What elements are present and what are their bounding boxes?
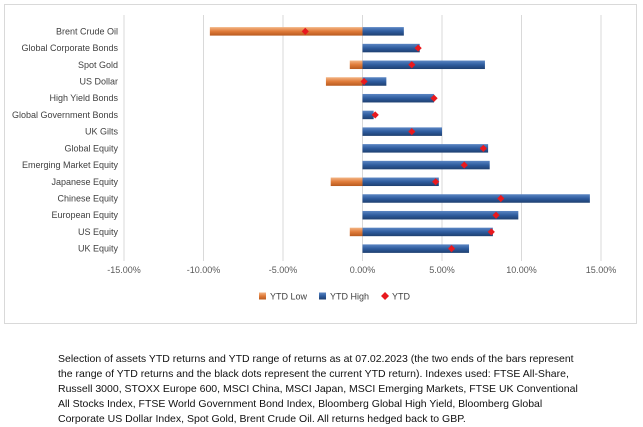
ytd-high-bar (362, 110, 374, 120)
legend: YTD Low YTD High YTD (259, 292, 411, 302)
ytd-marker (460, 161, 468, 169)
category-labels: Brent Crude Oil Global Corporate Bonds Spo… (12, 26, 119, 253)
ytd-marker (301, 27, 309, 35)
chart-caption: Selection of assets YTD returns and YTD … (58, 353, 578, 425)
ytd-high-bar (362, 210, 519, 220)
ytd-low-bar (349, 60, 363, 70)
ytd-marker (360, 77, 368, 86)
ytd-returns-chart: Brent Crude Oil Global Corporate Bonds Spo… (12, 15, 616, 302)
ytd-low-bar (349, 227, 363, 237)
bar-layer (209, 27, 590, 253)
ytd-high-bar (362, 43, 420, 53)
ytd-marker (497, 194, 505, 203)
ytd-marker (487, 228, 495, 236)
category-label: Emerging Market Equity (22, 160, 119, 170)
category-label: Global Government Bonds (12, 110, 119, 120)
x-tick-label: 5.00% (429, 265, 455, 275)
ytd-high-bar (362, 177, 439, 187)
x-tick-label: 15.00% (586, 265, 617, 275)
ytd-marker (479, 144, 487, 152)
ytd-high-bar (362, 194, 590, 203)
x-tick-labels: -15.00% -10.00% -5.00% 0.00% 5.00% 10.00% 15.0… (107, 265, 616, 275)
ytd-low-bar (325, 77, 363, 86)
ytd-high-bar (362, 127, 442, 136)
category-label: Japanese Equity (51, 177, 118, 187)
ytd-high-bar (362, 93, 435, 103)
x-tick-label: -5.00% (269, 265, 298, 275)
x-tick-label: 0.00% (350, 265, 376, 275)
category-label: High Yield Bonds (49, 93, 118, 103)
ytd-low-bar (330, 177, 363, 187)
category-label: Global Corporate Bonds (21, 43, 118, 53)
ytd-marker (408, 61, 416, 69)
category-label: Spot Gold (78, 60, 118, 70)
category-label: Global Equity (64, 143, 118, 153)
category-label: European Equity (51, 210, 118, 220)
ytd-marker (430, 94, 438, 102)
ytd-marker (492, 211, 500, 219)
ytd-high-bar (362, 60, 485, 70)
legend-swatch (259, 292, 266, 300)
legend-label: YTD High (330, 292, 369, 302)
ytd-marker (447, 245, 456, 253)
legend-swatch (319, 292, 327, 300)
ytd-marker (371, 111, 379, 119)
chart-frame: Brent Crude Oil Global Corporate Bonds Spo… (4, 4, 637, 324)
category-label: Chinese Equity (57, 194, 118, 204)
ytd-high-bar (362, 244, 470, 253)
ytd-low-bar (209, 27, 363, 36)
ytd-marker (408, 128, 416, 136)
ytd-high-bar (362, 27, 404, 36)
ytd-marker (432, 178, 440, 186)
category-label: US Equity (78, 227, 119, 237)
ytd-marker (414, 44, 422, 52)
x-tick-label: -10.00% (187, 265, 221, 275)
category-label: US Dollar (79, 77, 118, 87)
category-label: UK Equity (78, 244, 119, 254)
legend-label: YTD (392, 292, 411, 302)
legend-swatch (381, 292, 390, 300)
x-tick-label: -15.00% (107, 265, 141, 275)
category-label: UK Gilts (85, 127, 119, 137)
ytd-high-bar (362, 227, 493, 237)
marker-layer (301, 27, 505, 253)
category-label: Brent Crude Oil (56, 26, 118, 36)
ytd-high-bar (362, 144, 489, 153)
x-tick-label: 10.00% (506, 265, 537, 275)
ytd-high-bar (362, 77, 387, 86)
legend-label: YTD Low (270, 292, 308, 302)
ytd-high-bar (362, 160, 490, 170)
grid-lines (123, 15, 602, 261)
